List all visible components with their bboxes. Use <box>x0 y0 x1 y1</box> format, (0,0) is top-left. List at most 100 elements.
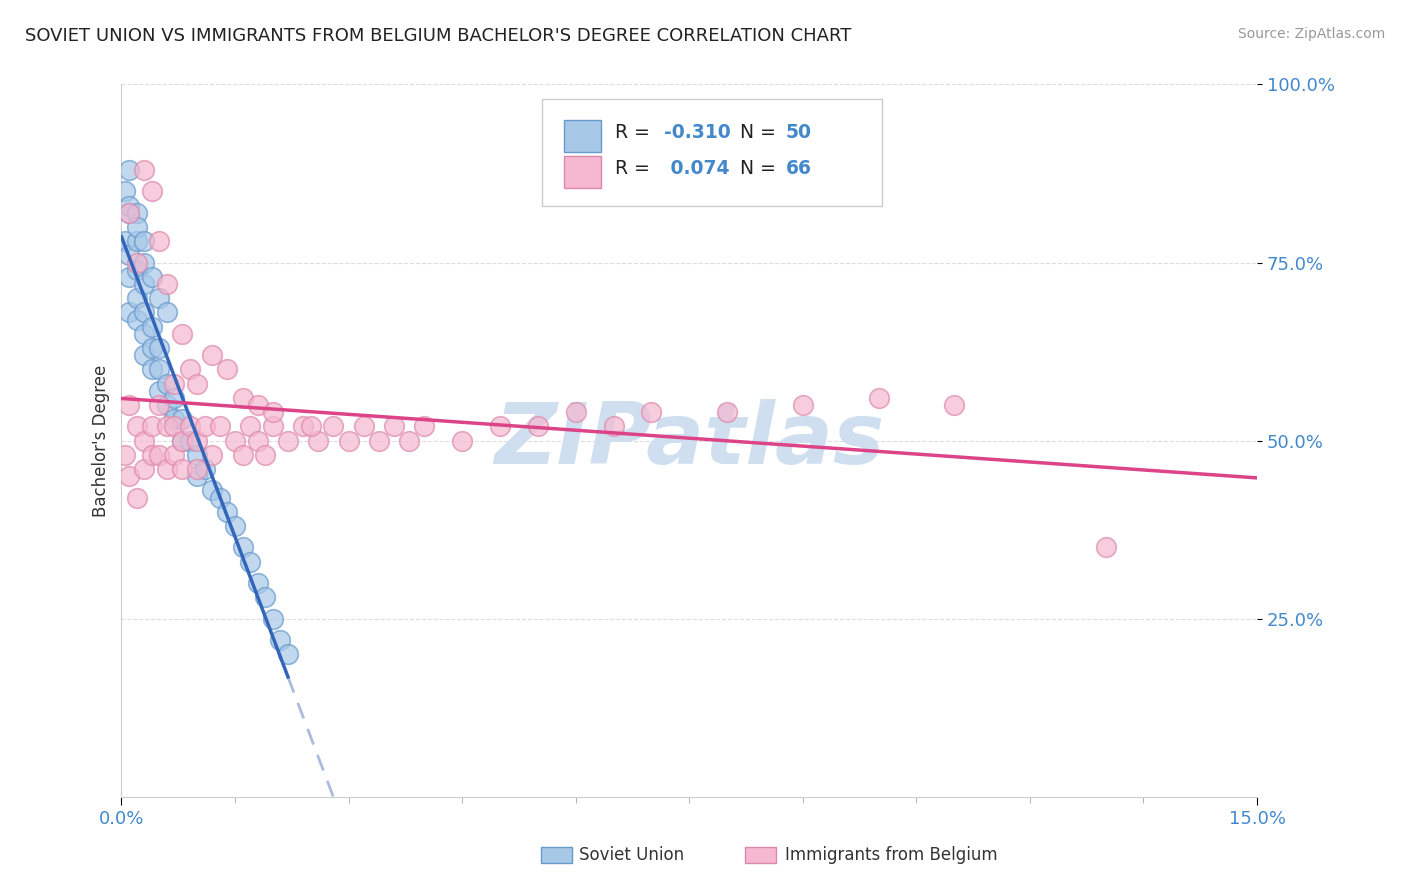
Point <box>217 362 239 376</box>
Point <box>186 462 208 476</box>
Point <box>125 262 148 277</box>
Text: Soviet Union: Soviet Union <box>579 846 685 863</box>
Point <box>1094 541 1116 555</box>
Point <box>640 405 662 419</box>
Point <box>118 469 141 483</box>
Point <box>148 448 170 462</box>
Point <box>141 419 163 434</box>
Point <box>292 419 315 434</box>
Point <box>527 419 550 434</box>
Point <box>224 519 246 533</box>
Point <box>262 405 284 419</box>
Point <box>125 219 148 234</box>
Point <box>179 419 201 434</box>
Point <box>141 319 163 334</box>
Point <box>262 612 284 626</box>
Point <box>118 305 141 319</box>
Point <box>114 184 136 198</box>
Point <box>156 398 179 412</box>
Point <box>868 391 890 405</box>
Point <box>163 391 186 405</box>
Point <box>114 234 136 248</box>
Point <box>179 434 201 448</box>
Point <box>353 419 375 434</box>
Point <box>194 419 217 434</box>
Point <box>170 412 193 426</box>
Point <box>125 291 148 305</box>
Point <box>239 555 262 569</box>
Point <box>564 405 586 419</box>
Text: SOVIET UNION VS IMMIGRANTS FROM BELGIUM BACHELOR'S DEGREE CORRELATION CHART: SOVIET UNION VS IMMIGRANTS FROM BELGIUM … <box>25 27 852 45</box>
Point <box>163 448 186 462</box>
Point <box>232 448 254 462</box>
Point <box>141 448 163 462</box>
Point <box>322 419 344 434</box>
Point <box>201 483 224 498</box>
Point <box>201 448 224 462</box>
Text: N =: N = <box>741 159 782 178</box>
Point <box>943 398 966 412</box>
Point <box>125 205 148 219</box>
Point <box>201 348 224 362</box>
Text: ZIPatlas: ZIPatlas <box>494 399 884 482</box>
Point <box>179 362 201 376</box>
Point <box>118 248 141 262</box>
Point <box>134 326 156 341</box>
Text: R =: R = <box>616 123 657 143</box>
Point <box>163 376 186 391</box>
Point <box>141 362 163 376</box>
Point <box>125 491 148 505</box>
Point <box>246 576 269 591</box>
Point <box>208 419 231 434</box>
Point <box>118 205 141 219</box>
Text: Source: ZipAtlas.com: Source: ZipAtlas.com <box>1237 27 1385 41</box>
Point <box>170 434 193 448</box>
Point <box>232 541 254 555</box>
Point <box>277 648 299 662</box>
Point <box>148 291 170 305</box>
Text: R =: R = <box>616 159 657 178</box>
Point <box>246 434 269 448</box>
FancyBboxPatch shape <box>564 156 600 187</box>
Point <box>148 234 170 248</box>
Point <box>141 269 163 284</box>
Text: -0.310: -0.310 <box>664 123 731 143</box>
Point <box>262 419 284 434</box>
Point <box>134 255 156 269</box>
Point <box>246 398 269 412</box>
Point <box>269 633 291 648</box>
Text: 0.074: 0.074 <box>664 159 730 178</box>
Point <box>217 505 239 519</box>
Point <box>194 462 217 476</box>
Text: Immigrants from Belgium: Immigrants from Belgium <box>785 846 997 863</box>
Point <box>156 305 179 319</box>
Point <box>125 419 148 434</box>
Point <box>489 419 512 434</box>
Point <box>382 419 405 434</box>
Point <box>170 462 193 476</box>
Point <box>254 448 277 462</box>
Point <box>224 434 246 448</box>
Point <box>163 419 186 434</box>
Point <box>186 434 208 448</box>
Point <box>337 434 360 448</box>
Point <box>170 434 193 448</box>
Point <box>125 234 148 248</box>
FancyBboxPatch shape <box>564 120 600 153</box>
Point <box>118 398 141 412</box>
Point <box>156 462 179 476</box>
Point <box>208 491 231 505</box>
Point <box>134 434 156 448</box>
Point <box>141 341 163 355</box>
Point <box>134 277 156 291</box>
Point <box>148 384 170 398</box>
Point <box>451 434 474 448</box>
Point <box>148 362 170 376</box>
Point <box>148 398 170 412</box>
Y-axis label: Bachelor's Degree: Bachelor's Degree <box>93 365 110 516</box>
Point <box>156 419 179 434</box>
Point <box>413 419 436 434</box>
Point <box>186 376 208 391</box>
Point <box>134 234 156 248</box>
Point <box>134 462 156 476</box>
